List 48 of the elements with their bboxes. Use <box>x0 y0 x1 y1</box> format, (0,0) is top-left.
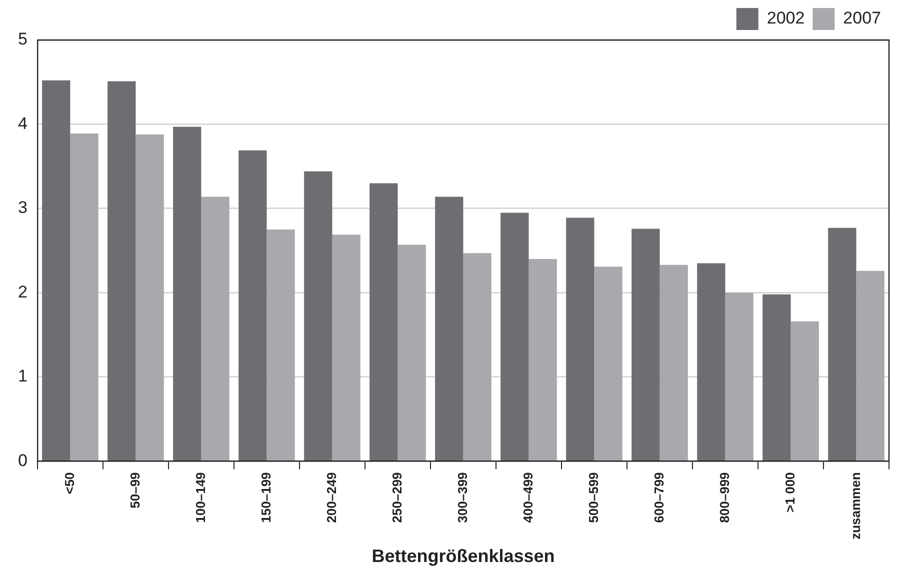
y-tick-label: 1 <box>18 366 28 386</box>
x-tick-label: 300–399 <box>454 472 470 523</box>
bar <box>42 80 70 460</box>
bar <box>762 294 791 460</box>
bar <box>856 270 884 460</box>
bar <box>790 321 819 460</box>
x-axis-title: Bettengrößenklassen <box>372 546 555 566</box>
bar <box>566 218 594 460</box>
bar <box>370 183 398 460</box>
x-tick-label: 50–99 <box>127 472 142 508</box>
x-tick-label: <50 <box>62 472 77 494</box>
bar <box>500 212 529 460</box>
x-tick-label: zusammen <box>848 472 863 540</box>
bar <box>304 171 332 460</box>
bar <box>463 253 492 460</box>
y-tick-label: 3 <box>18 198 28 218</box>
bar <box>594 266 622 460</box>
x-tick-label: >1 000 <box>782 472 798 512</box>
y-tick-label: 5 <box>18 30 28 49</box>
bar <box>70 134 98 460</box>
x-tick-label: 150–199 <box>258 472 274 523</box>
y-tick-label: 0 <box>18 450 28 470</box>
bar <box>108 81 136 460</box>
x-tick-label: 800–999 <box>716 472 732 523</box>
y-tick-label: 2 <box>18 282 28 302</box>
bar <box>266 230 295 460</box>
x-tick-label: 100–149 <box>192 472 208 523</box>
legend-label: 2007 <box>843 8 882 28</box>
x-tick-label: 600–799 <box>651 472 666 523</box>
bar <box>173 126 202 460</box>
bar <box>632 228 660 460</box>
bar <box>660 264 688 460</box>
bar <box>398 244 426 460</box>
bar <box>828 228 856 460</box>
bar <box>697 263 726 460</box>
bar <box>201 196 230 460</box>
bar <box>528 259 557 460</box>
bar <box>725 292 754 460</box>
y-tick-label: 4 <box>18 114 28 133</box>
x-tick-label: 250–299 <box>389 472 404 523</box>
legend-label: 2002 <box>766 8 805 28</box>
x-tick-label: 500–599 <box>586 472 601 523</box>
bar <box>332 234 360 460</box>
x-tick-label: 400–499 <box>520 472 536 523</box>
bar <box>435 196 464 460</box>
bar <box>238 150 267 460</box>
bar <box>136 134 164 460</box>
x-tick-label: 200–249 <box>324 472 339 523</box>
